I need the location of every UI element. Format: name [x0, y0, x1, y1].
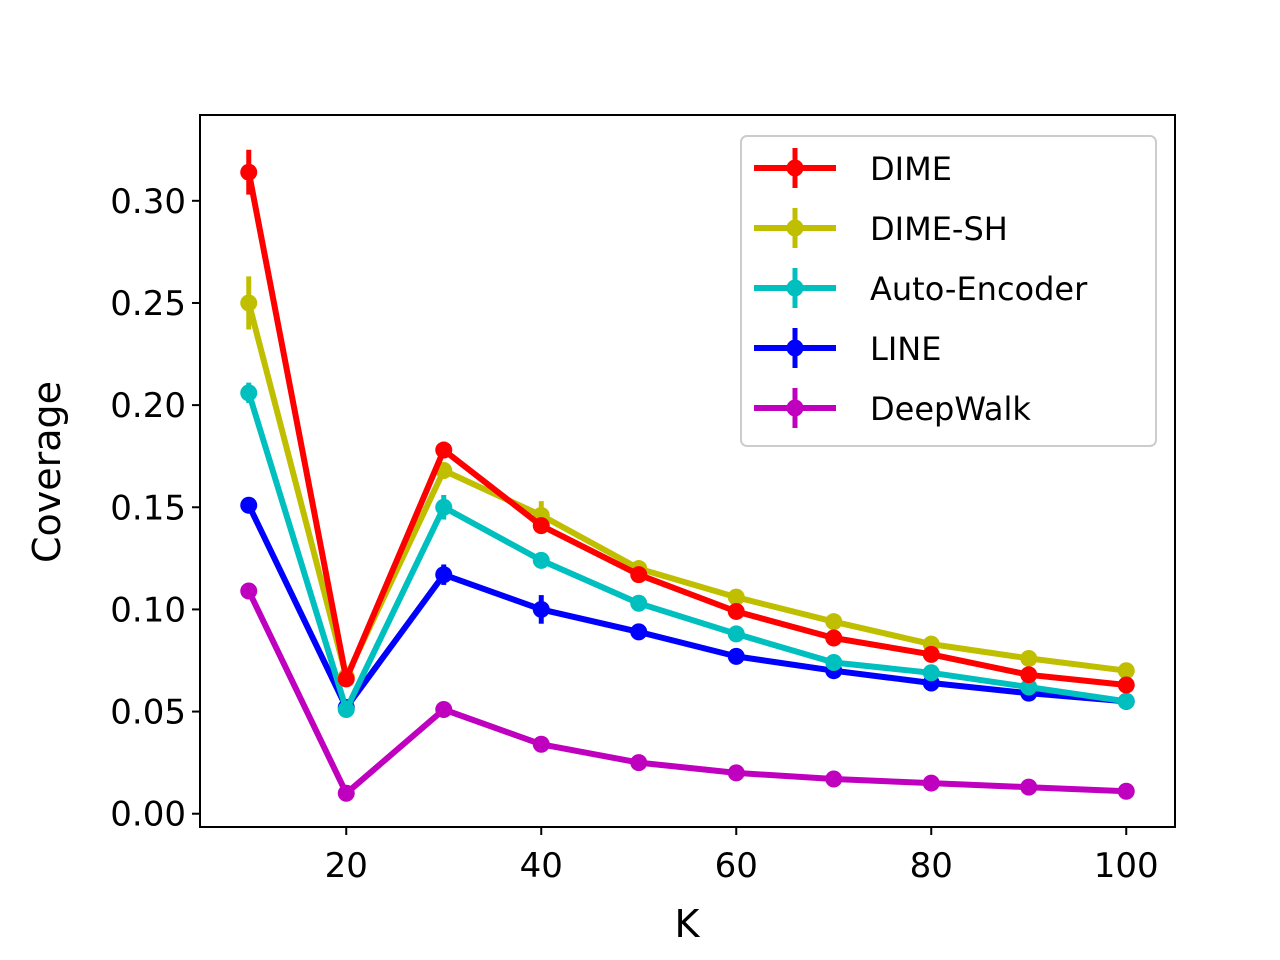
data-point: [1117, 692, 1135, 710]
data-point: [337, 670, 355, 688]
y-tick-label: 0.10: [110, 590, 186, 630]
data-point: [727, 625, 745, 643]
y-tick-label: 0.05: [110, 693, 186, 733]
y-tick-label: 0.20: [110, 386, 186, 426]
data-point: [532, 517, 550, 535]
legend-box: [740, 135, 1157, 447]
data-point: [630, 594, 648, 612]
y-tick-label: 0.30: [110, 182, 186, 222]
legend-label: Auto-Encoder: [870, 270, 1088, 308]
data-point: [240, 496, 258, 514]
x-axis-title: K: [675, 902, 701, 946]
series-layer: [240, 149, 1135, 802]
legend-marker: [786, 339, 804, 357]
data-point: [727, 764, 745, 782]
legend-marker: [786, 279, 804, 297]
series-line-dime: [245, 171, 1127, 688]
data-point: [240, 294, 258, 312]
data-point: [1020, 678, 1038, 696]
data-point: [630, 623, 648, 641]
legend-label: DIME: [870, 150, 952, 188]
series-line-line: [246, 503, 1127, 711]
legend-marker: [786, 159, 804, 177]
x-tick-label: 40: [520, 846, 563, 886]
data-point: [240, 582, 258, 600]
legend-marker: [786, 399, 804, 417]
legend-item: DeepWalk: [754, 388, 1031, 428]
data-point: [1117, 782, 1135, 800]
series-line-auto-encoder: [245, 392, 1127, 713]
y-tick-label: 0.25: [110, 284, 186, 324]
legend-items: DIME DIME-SH Auto-Encoder LINE DeepWalk: [754, 148, 1088, 428]
data-point: [727, 602, 745, 620]
x-tick-label: 20: [325, 846, 368, 886]
x-axis: 20 40 60 80 100: [325, 827, 1159, 886]
data-point: [825, 654, 843, 672]
data-point: [922, 664, 940, 682]
legend-item: DIME-SH: [754, 208, 1008, 248]
data-point: [532, 600, 550, 618]
data-point: [630, 754, 648, 772]
series-line-deepwalk: [246, 589, 1127, 797]
data-point: [727, 647, 745, 665]
data-point: [825, 770, 843, 788]
data-point: [727, 588, 745, 606]
y-axis: 0.00 0.05 0.10 0.15 0.20 0.25 0.30: [110, 182, 200, 835]
data-point: [435, 701, 453, 719]
data-point: [1117, 676, 1135, 694]
data-point: [435, 441, 453, 459]
data-point: [532, 735, 550, 753]
data-point: [435, 566, 453, 584]
data-point: [435, 498, 453, 516]
legend-item: LINE: [754, 328, 941, 368]
x-tick-label: 60: [715, 846, 758, 886]
legend-label: DeepWalk: [870, 390, 1031, 428]
data-point: [532, 551, 550, 569]
data-point: [337, 784, 355, 802]
x-tick-label: 100: [1094, 846, 1159, 886]
series-line: [240, 496, 1135, 716]
y-tick-label: 0.15: [110, 488, 186, 528]
x-tick-label: 80: [910, 846, 953, 886]
legend-item: DIME: [754, 148, 952, 188]
series-dime: [240, 149, 1135, 694]
data-point: [922, 645, 940, 663]
legend-label: LINE: [870, 330, 941, 368]
data-point: [825, 613, 843, 631]
series-deepwalk: [240, 582, 1135, 802]
data-point: [240, 384, 258, 402]
plot-frame: [199, 114, 1176, 828]
data-point: [825, 629, 843, 647]
data-point: [240, 163, 258, 181]
y-tick-label: 0.00: [110, 795, 186, 835]
series-auto-encoder: [240, 382, 1135, 719]
legend-label: DIME-SH: [870, 210, 1008, 248]
data-point: [1020, 649, 1038, 667]
data-point: [630, 566, 648, 584]
data-point: [1117, 662, 1135, 680]
data-point: [922, 774, 940, 792]
data-point: [337, 701, 355, 719]
legend-marker: [786, 219, 804, 237]
data-point: [1020, 778, 1038, 796]
legend: DIME DIME-SH Auto-Encoder LINE DeepWalk: [740, 135, 1157, 447]
series-line-dime-sh: [245, 302, 1127, 680]
legend-item: Auto-Encoder: [754, 268, 1088, 308]
data-point: [1020, 666, 1038, 684]
y-axis-title: Coverage: [25, 381, 69, 563]
